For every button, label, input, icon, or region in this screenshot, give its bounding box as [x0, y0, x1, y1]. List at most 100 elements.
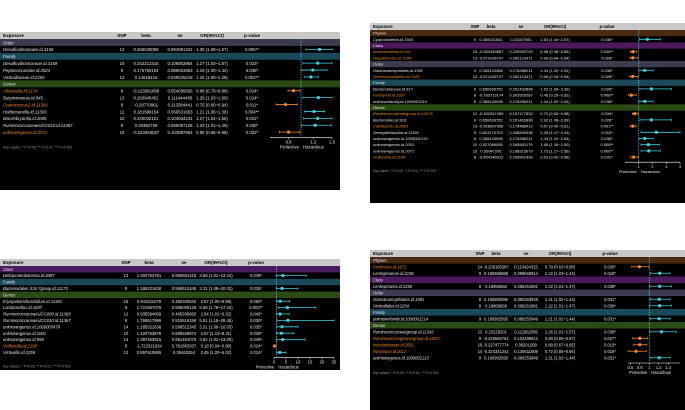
or-ci-value: 0.75 (0.60~0.94): [196, 102, 228, 107]
snp-count: 8: [474, 99, 477, 104]
se-value: 0.465936665: [172, 312, 197, 317]
exposure-name: Holdemanella.id.11393: [3, 109, 47, 114]
p-value: 0.049*: [250, 273, 262, 278]
beta-value: 0.196955888: [484, 271, 509, 276]
or-ci-value: 1.21 (1.02~1.44): [545, 355, 576, 360]
hazardous-label: Hazardous: [651, 370, 671, 375]
or-ci-value: 0.88 (0.79~0.98): [196, 89, 228, 94]
p-value: 0.038*: [601, 136, 613, 141]
or-ci-value: 0.79 (0.63~0.98): [545, 264, 576, 269]
snp-count: 13: [124, 273, 129, 278]
se-value: 0.066531653: [167, 109, 193, 114]
footnote: Key values: * P<0.05; ** P<0.01; *** P<0…: [3, 365, 71, 369]
column-header: p-value: [244, 33, 261, 38]
x-tick-label: 20: [320, 360, 325, 365]
or-ci-value: 1.26 (1.01~1.57): [545, 329, 576, 334]
forest-plot-svg: Exposure SNP beta se OR(95%CI) p-valuePhylumF…: [370, 250, 685, 375]
se-value: 0.111862399: [514, 329, 538, 334]
snp-count: 8: [479, 303, 482, 308]
exposure-name: unknowngenus.id.1000001215: [373, 136, 428, 141]
se-value: 0.102486812: [514, 336, 539, 341]
se-value: 0.080253949: [514, 355, 539, 360]
beta-value: -0.783713174: [479, 93, 504, 98]
snp-count: 12: [473, 111, 478, 116]
se-value: 0.113384441: [168, 102, 193, 107]
or-ci-value: 0.46 (0.25~0.82): [540, 93, 570, 98]
group-row-band: [0, 52, 340, 60]
exposure-name: RuminococcaceaeUCG009.id.11368: [3, 312, 71, 317]
p-value: 0.039*: [604, 284, 616, 289]
group-label: Phylum: [373, 31, 387, 36]
or-point: [657, 356, 661, 360]
beta-value: 1.185321638: [137, 286, 162, 291]
snp-count: 12: [120, 75, 125, 80]
se-value: 0.508526874: [172, 331, 197, 336]
exposure-name: Selenomonadales.id.2165: [373, 74, 420, 79]
column-header: p-value: [602, 251, 618, 256]
table-header-bar: [370, 23, 685, 30]
p-value: 0.038*: [601, 99, 613, 104]
or-ci-value: 2.28 (1.17~4.43): [540, 130, 570, 135]
beta-value: 0.19858668: [485, 303, 507, 308]
p-value: 0.049*: [250, 337, 262, 342]
hazardous-label: Hazardous: [278, 365, 298, 370]
column-header: Exposure: [373, 251, 394, 256]
group-label: Family: [373, 80, 386, 85]
snp-count: 8: [479, 297, 482, 302]
exposure-name: Ruminococcaceaegroup.id.14378: [373, 111, 433, 116]
snp-count: 13: [473, 74, 478, 79]
beta-value: 0.265530069: [133, 47, 159, 52]
or-ci-value: 1.27 (1.04~1.56): [196, 116, 228, 121]
x-tick-label: 2: [651, 164, 654, 169]
exposure-name: FamilyXIII.id.1957: [373, 93, 406, 98]
or-point: [647, 149, 651, 153]
snp-count: 10: [120, 61, 125, 66]
exposure-name: Negativicutes.id.2164: [373, 55, 412, 60]
snp-count: 8: [125, 344, 128, 349]
exposure-name: Marvinbryantia.id.2005: [3, 116, 47, 121]
column-header: OR(95%CI): [204, 260, 228, 265]
p-value: 0.032*: [246, 130, 259, 135]
beta-value: 1.120753878: [137, 331, 162, 336]
or-point: [272, 344, 277, 348]
snp-count: 8: [121, 102, 124, 107]
se-value: 0.157177832: [509, 111, 533, 116]
beta-value: -0.324341242: [483, 349, 509, 354]
p-value: 0.011*: [246, 102, 258, 107]
or-point: [280, 286, 284, 290]
forest-panel-bottom-left: Exposure SNP beta se OR(95%CI) p-value Class De…: [0, 259, 340, 370]
snp-count: 8: [474, 155, 477, 160]
se-value: 0.113424315: [514, 264, 538, 269]
or-ci-value: 2.45 (1.20~5.02): [201, 350, 232, 355]
forest-plot-svg: Exposure SNP beta se OR(95%CI) p-value Order De…: [0, 32, 340, 150]
p-value: 0.024*: [246, 89, 259, 94]
p-value: 0.026*: [601, 86, 613, 91]
se-value: 0.096261881: [514, 303, 539, 308]
exposure-name: Lactobacillus.id.1837: [3, 305, 43, 310]
exposure-name: Bacteroidaceae.id.917: [373, 86, 414, 91]
or-point: [318, 47, 322, 51]
forest-plot-svg: Exposure SNP beta se OR(95%CI) p-value ClassDe…: [0, 259, 340, 370]
beta-value: 1.302754781: [137, 273, 162, 278]
beta-value: 0.935594669: [137, 312, 162, 317]
se-value: 0.761863337: [172, 344, 197, 349]
exposure-name: unknowngenus.id.2071: [3, 130, 48, 135]
x-tick-label: 1.2: [656, 365, 662, 370]
snp-count: 5: [474, 130, 477, 135]
snp-count: 9: [479, 336, 482, 341]
se-value: 0.262123471: [509, 74, 533, 79]
beta-value: 0.365143098: [479, 99, 503, 104]
beta-value: 0.20382759: [135, 123, 158, 128]
exposure-name: Catillibacter.id.2063: [373, 124, 409, 129]
column-header: OR(95%CI): [200, 33, 224, 38]
p-value: 0.048*: [246, 68, 259, 73]
or-point: [637, 265, 641, 269]
or-ci-value: 1.16 (1.05~1.28): [196, 75, 228, 80]
se-value: 0.291432896: [509, 117, 533, 122]
snp-count: 10: [120, 116, 125, 121]
or-ci-value: 1.92 (1.08~3.39): [540, 86, 570, 91]
forest-panel-bottom-right: Exposure SNP beta se OR(95%CI) p-value Phylum F…: [370, 250, 685, 410]
or-point: [313, 123, 317, 127]
beta-value: -0.223265027: [133, 130, 160, 135]
p-value: 0.008**: [600, 49, 614, 54]
